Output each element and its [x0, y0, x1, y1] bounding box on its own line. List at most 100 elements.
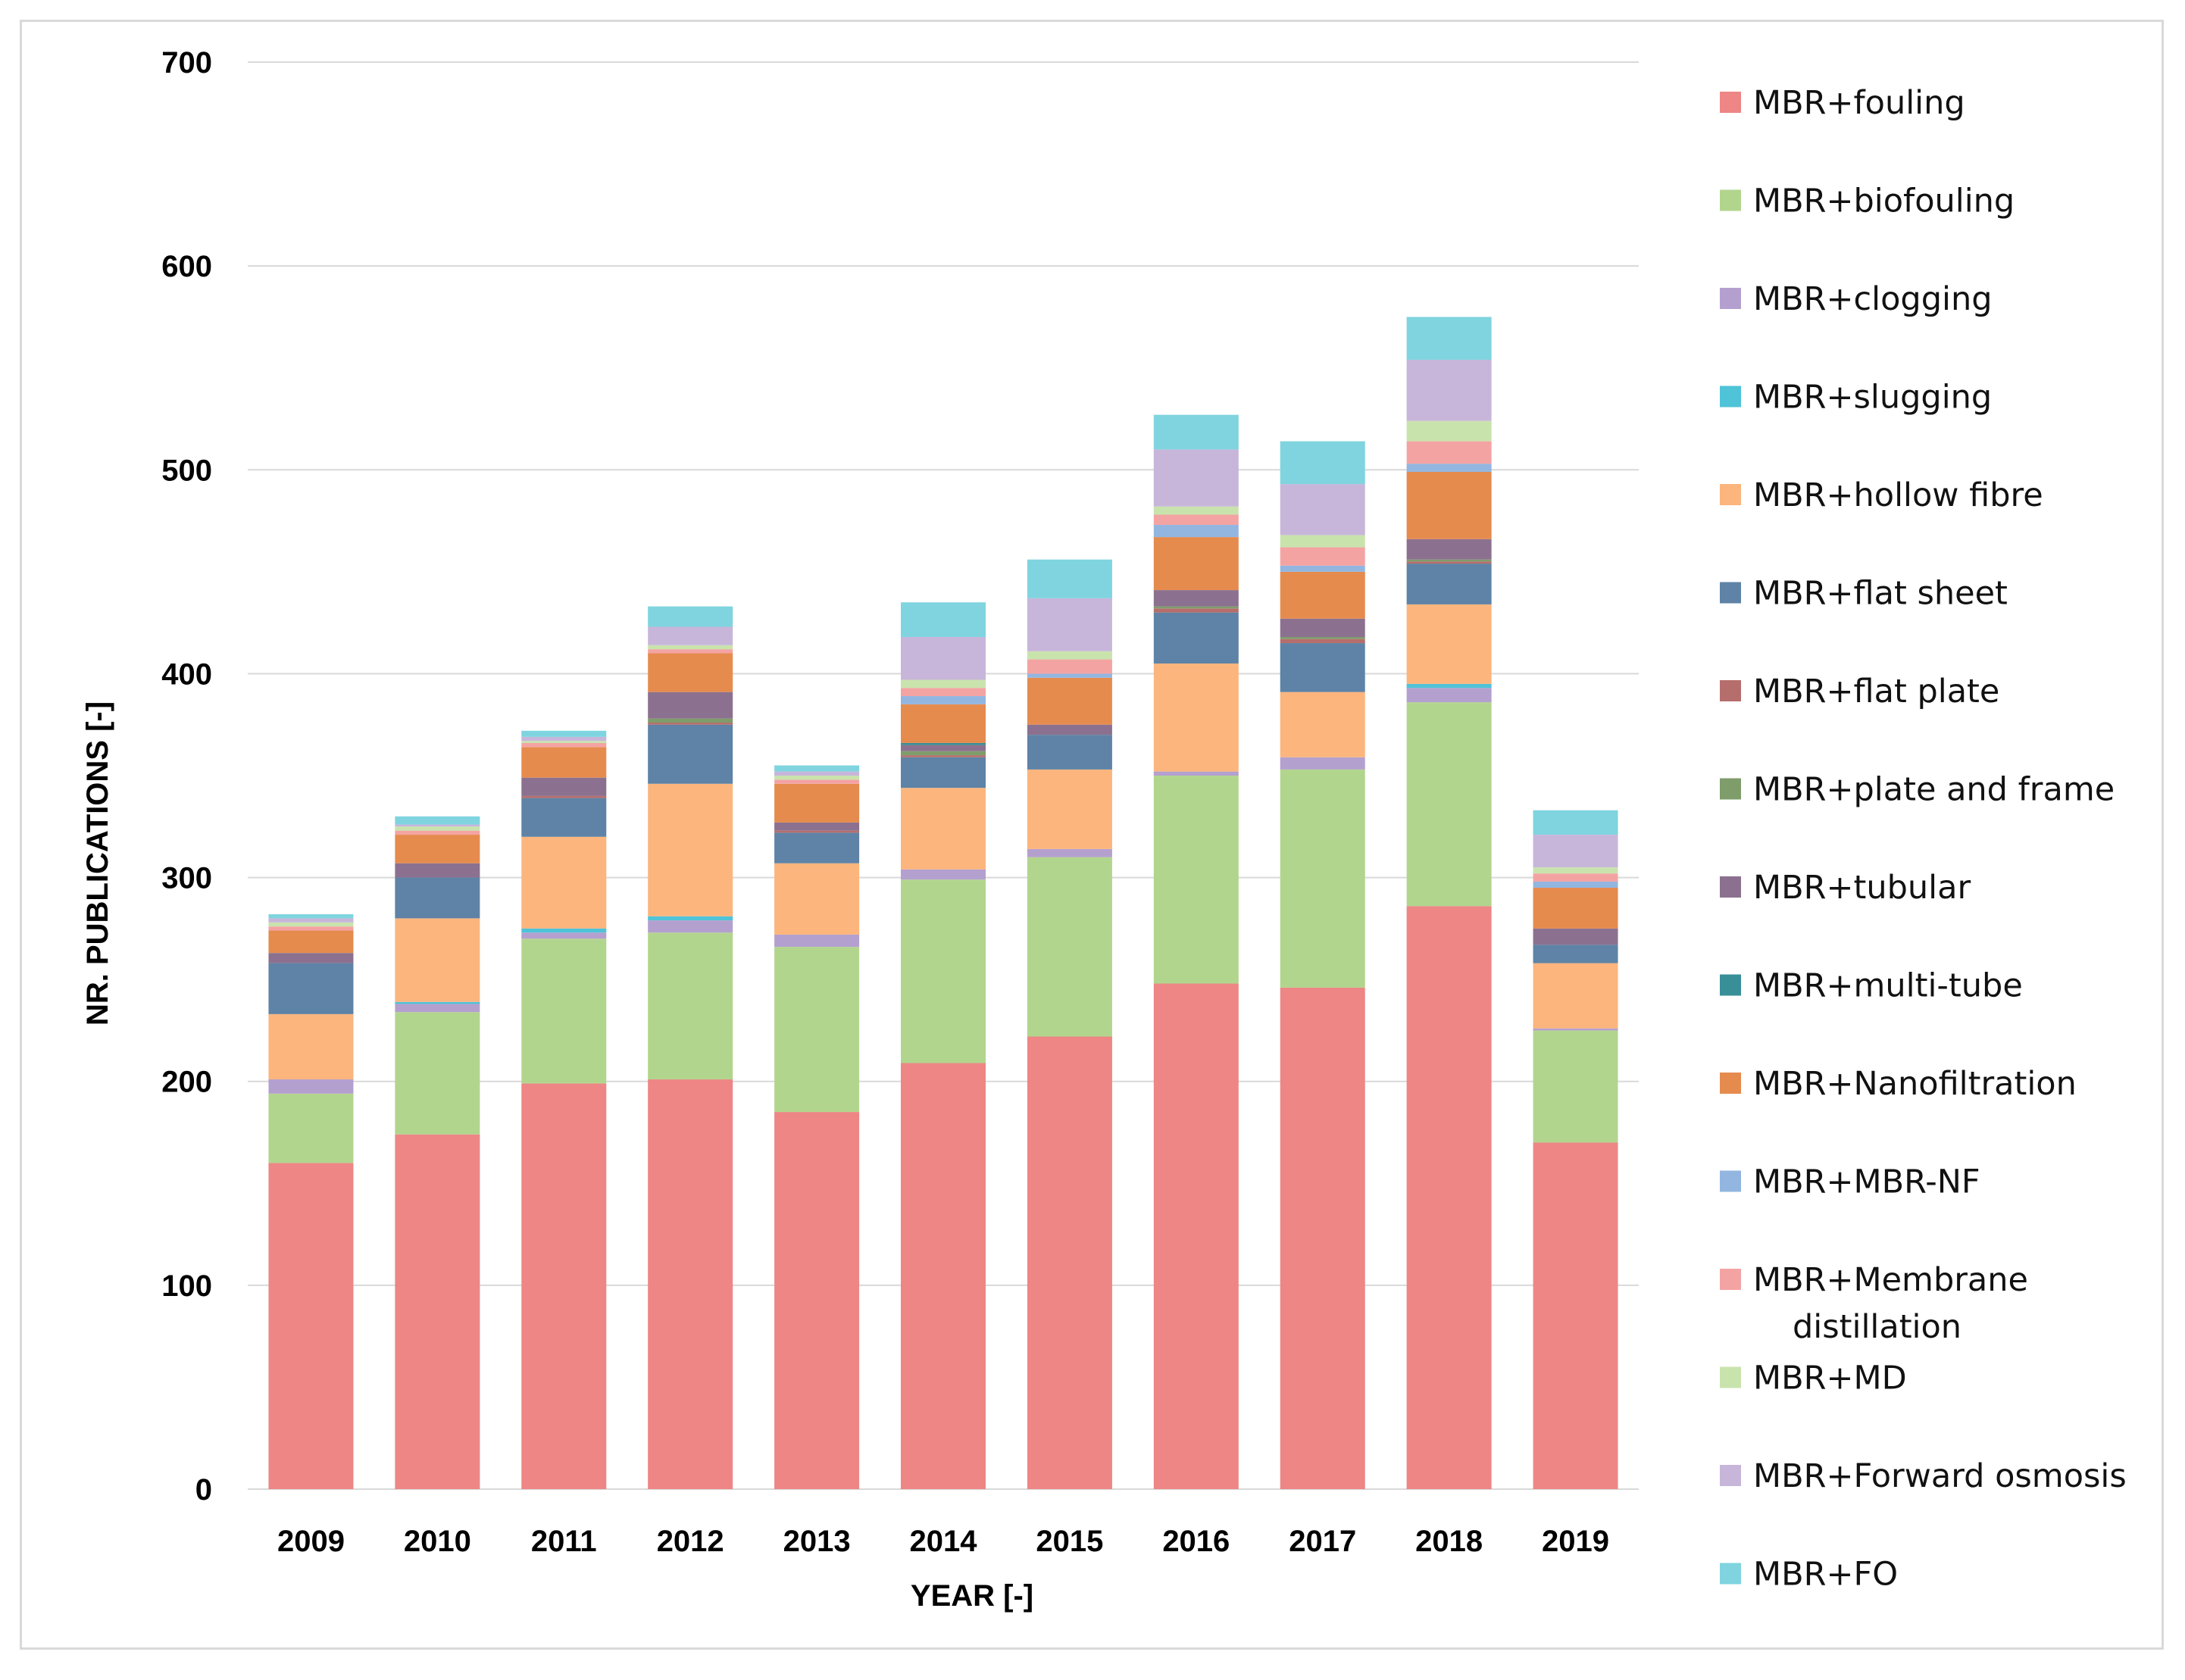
bar-segment	[268, 953, 354, 963]
y-tick-label: 500	[161, 454, 212, 487]
bar-segment	[521, 932, 607, 939]
bar-segment	[1280, 639, 1365, 644]
legend-swatch	[1720, 876, 1741, 898]
x-tick-label: 2017	[1289, 1525, 1356, 1558]
bar-segment	[395, 824, 480, 827]
legend-item: MBR+fouling	[1720, 84, 1965, 122]
bar-segment	[1280, 692, 1365, 757]
bar-segment	[1153, 449, 1239, 507]
bar-segment	[521, 747, 607, 778]
legend-label: MBR+tubular	[1753, 869, 1971, 907]
bar-segment	[774, 934, 860, 948]
bar-segment	[648, 692, 733, 719]
legend-label: MBR+MD	[1753, 1360, 1907, 1397]
bar-segment	[1153, 663, 1239, 772]
bar-segment	[901, 757, 986, 788]
bar-segment	[521, 928, 607, 933]
x-axis-ticks: 2009 2010 2011 2012 2013 2014 2015 2016 2017 2018…	[277, 1525, 1609, 1558]
legend-label: MBR+Membrane distillation	[1753, 1261, 2028, 1346]
bar-segment	[395, 918, 480, 1002]
bar-segment	[395, 1134, 480, 1489]
legend-item: MBR+biofouling	[1720, 183, 2015, 220]
bar-segment	[774, 822, 860, 831]
bar-segment	[1153, 612, 1239, 664]
bar-segment	[521, 730, 607, 737]
bar-segment	[901, 688, 986, 697]
legend-swatch	[1720, 1465, 1741, 1486]
legend-swatch	[1720, 92, 1741, 113]
legend-label: MBR+biofouling	[1753, 183, 2015, 220]
bar-segment	[1280, 618, 1365, 637]
bar-segment	[774, 832, 860, 863]
legend-label: MBR+Forward osmosis	[1753, 1457, 2127, 1495]
legend-item: MBR+tubular	[1720, 869, 1971, 907]
legend-item: MBR+MBR-NF	[1720, 1163, 1980, 1201]
bar-segment	[1406, 441, 1492, 464]
bar-segment	[268, 930, 354, 954]
bar-segment	[1153, 514, 1239, 525]
bar-segment	[648, 723, 733, 725]
bar-stacks	[268, 317, 1618, 1489]
bar-segment	[1406, 604, 1492, 684]
bar-segment	[901, 745, 986, 751]
x-axis-title: YEAR [-]	[911, 1579, 1033, 1613]
bar-segment	[1027, 673, 1112, 678]
bar-segment	[395, 877, 480, 919]
bar-segment	[1027, 598, 1112, 651]
bar-segment	[1153, 771, 1239, 776]
bar-segment	[1153, 537, 1239, 591]
bar-segment	[1406, 559, 1492, 562]
bar-segment	[521, 938, 607, 1084]
bar-segment	[521, 741, 607, 743]
bar-segment	[521, 777, 607, 796]
bar-segment	[1027, 857, 1112, 1037]
legend-label: MBR+multi-tube	[1753, 967, 2023, 1005]
bar-segment	[774, 1112, 860, 1489]
bar-segment	[1153, 776, 1239, 984]
bar-segment	[1406, 906, 1492, 1489]
bar-segment	[774, 765, 860, 772]
bar-segment	[395, 830, 480, 835]
bar-segment	[901, 679, 986, 689]
bar-segment	[1406, 683, 1492, 689]
legend-item: MBR+hollow fibre	[1720, 476, 2043, 514]
bar-segment	[1027, 651, 1112, 660]
bar-segment	[774, 830, 860, 833]
legend-item: MBR+Nanofiltration	[1720, 1065, 2077, 1103]
bar-segment	[268, 1079, 354, 1094]
bar-stack-2013	[774, 765, 860, 1489]
bar-segment	[1406, 471, 1492, 539]
legend-item: MBR+Membrane distillation	[1720, 1261, 2028, 1346]
bar-segment	[395, 1012, 480, 1135]
bar-segment	[1027, 559, 1112, 598]
bar-stack-2018	[1406, 317, 1492, 1489]
bar-segment	[1533, 1142, 1618, 1489]
bar-segment	[1533, 810, 1618, 835]
bar-segment	[395, 826, 480, 831]
y-tick-label: 400	[161, 657, 212, 691]
legend-item: MBR+Forward osmosis	[1720, 1457, 2127, 1495]
bar-segment	[1153, 524, 1239, 538]
bar-segment	[1406, 317, 1492, 360]
bar-segment	[1280, 565, 1365, 572]
bar-segment	[1533, 1030, 1618, 1143]
bar-segment	[1406, 420, 1492, 442]
bar-segment	[1153, 608, 1239, 613]
bar-stack-2009	[268, 914, 354, 1489]
bar-segment	[648, 724, 733, 784]
legend-swatch	[1720, 288, 1741, 309]
legend-label: MBR+slugging	[1753, 379, 1992, 417]
bar-segment	[1280, 757, 1365, 770]
legend-item: MBR+MD	[1720, 1360, 1907, 1397]
bar-segment	[395, 863, 480, 878]
bar-segment	[1280, 643, 1365, 692]
bar-segment	[521, 795, 607, 798]
bar-segment	[521, 736, 607, 742]
bar-segment	[1533, 867, 1618, 874]
bar-segment	[395, 1001, 480, 1004]
x-tick-label: 2015	[1036, 1525, 1103, 1558]
legend-label: MBR+fouling	[1753, 84, 1965, 122]
bar-segment	[1280, 441, 1365, 485]
legend-swatch	[1720, 1269, 1741, 1290]
